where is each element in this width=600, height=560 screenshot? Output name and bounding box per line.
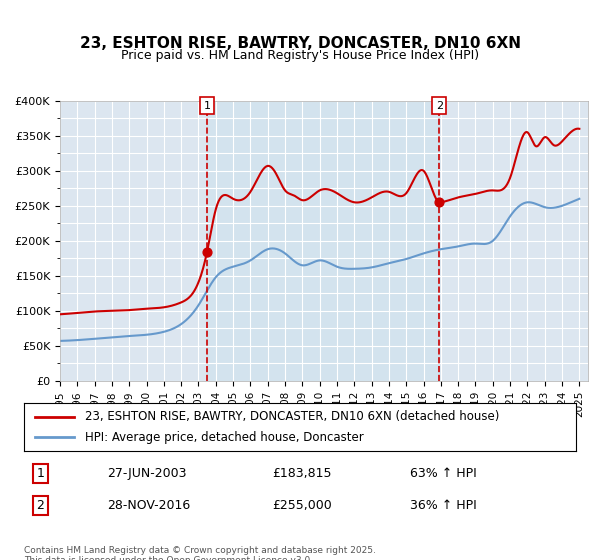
Text: 2: 2 <box>436 101 443 111</box>
Point <box>434 198 444 207</box>
Text: Contains HM Land Registry data © Crown copyright and database right 2025.
This d: Contains HM Land Registry data © Crown c… <box>24 546 376 560</box>
Text: 28-NOV-2016: 28-NOV-2016 <box>107 499 190 512</box>
Text: 1: 1 <box>37 467 44 480</box>
Text: 2: 2 <box>37 499 44 512</box>
Text: £255,000: £255,000 <box>272 499 332 512</box>
Bar <box>207 101 439 381</box>
Text: Price paid vs. HM Land Registry's House Price Index (HPI): Price paid vs. HM Land Registry's House … <box>121 49 479 62</box>
Text: 27-JUN-2003: 27-JUN-2003 <box>107 467 187 480</box>
Text: 63% ↑ HPI: 63% ↑ HPI <box>410 467 477 480</box>
Text: 23, ESHTON RISE, BAWTRY, DONCASTER, DN10 6XN (detached house): 23, ESHTON RISE, BAWTRY, DONCASTER, DN10… <box>85 410 499 423</box>
Text: HPI: Average price, detached house, Doncaster: HPI: Average price, detached house, Donc… <box>85 431 364 444</box>
Text: 23, ESHTON RISE, BAWTRY, DONCASTER, DN10 6XN: 23, ESHTON RISE, BAWTRY, DONCASTER, DN10… <box>79 36 521 52</box>
Text: £183,815: £183,815 <box>272 467 332 480</box>
Text: 36% ↑ HPI: 36% ↑ HPI <box>410 499 477 512</box>
Point <box>202 248 212 256</box>
Text: 1: 1 <box>203 101 211 111</box>
